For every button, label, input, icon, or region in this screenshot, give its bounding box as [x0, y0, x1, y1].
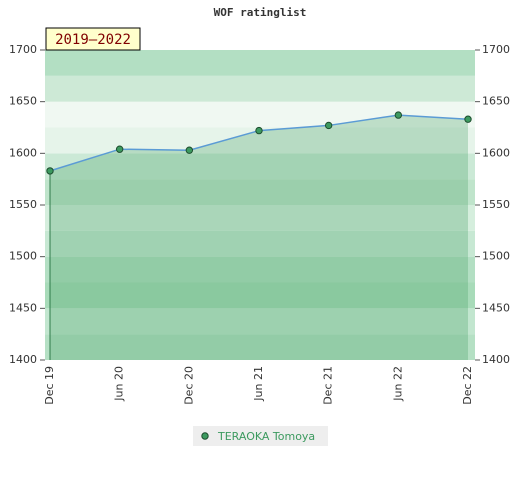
x-tick-label: Dec 21 [322, 366, 335, 405]
x-tick-label: Dec 19 [43, 366, 56, 405]
y2-tick-label: 1400 [482, 353, 510, 366]
y2-tick-label: 1700 [482, 43, 510, 56]
x-tick-label: Jun 21 [252, 366, 265, 402]
y-tick-label: 1650 [9, 95, 37, 108]
y-tick-label: 1450 [9, 301, 37, 314]
y2-tick-label: 1450 [482, 301, 510, 314]
point [324, 121, 333, 130]
y-tick-label: 1550 [9, 198, 37, 211]
legend-box [193, 426, 328, 446]
band [45, 282, 475, 309]
y-tick-label: 1700 [9, 43, 37, 56]
y2-tick-label: 1600 [482, 146, 510, 159]
band [45, 50, 475, 76]
legend-marker [201, 432, 209, 440]
band [45, 75, 475, 102]
y-tick-label: 1600 [9, 146, 37, 159]
point [464, 115, 472, 123]
band [45, 179, 475, 205]
y2-tick-label: 1650 [482, 95, 510, 108]
point [255, 126, 263, 135]
band [45, 205, 475, 231]
x-tick-label: Dec 20 [182, 366, 195, 405]
badge: 2019–2022 [55, 32, 131, 48]
badge-box [45, 27, 141, 51]
y-tick-label: 1400 [9, 353, 37, 366]
plot-background [45, 50, 475, 360]
band [45, 308, 475, 335]
x-tick-label: Dec 22 [461, 366, 474, 405]
chart-title: WOF ratinglist [214, 6, 307, 19]
band [45, 256, 475, 283]
band [45, 230, 475, 257]
x-tick-label: Jun 20 [113, 366, 126, 402]
y2-tick-label: 1500 [482, 250, 510, 263]
point [394, 111, 403, 119]
legend-label: TERAOKA Tomoya [217, 430, 315, 443]
band [45, 101, 475, 128]
area [50, 115, 468, 360]
point [46, 167, 54, 175]
y2-tick-label: 1550 [482, 198, 510, 211]
band [45, 153, 475, 180]
y-tick-label: 1500 [9, 250, 37, 263]
band [45, 334, 475, 360]
point [115, 145, 124, 153]
point [185, 146, 194, 154]
x-tick-label: Jun 22 [391, 366, 404, 402]
